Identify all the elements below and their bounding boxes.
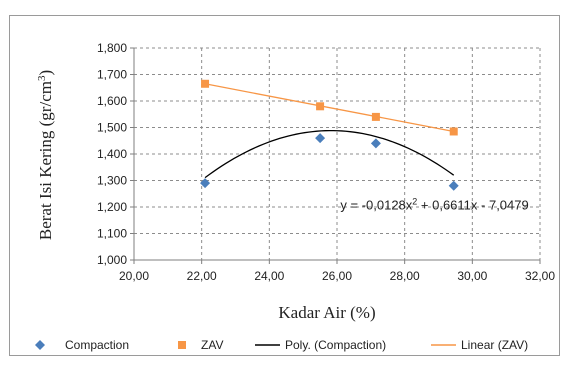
y-tick-label: 1,500	[97, 121, 127, 135]
legend-linear-label: Linear (ZAV)	[461, 338, 528, 352]
equation-part-1: y = -0,0128x	[340, 198, 412, 213]
zav-point	[372, 113, 380, 121]
y-tick-label: 1,400	[97, 147, 127, 161]
legend-zav-marker	[178, 341, 186, 349]
trendline-equation: y = -0,0128x2 + 0,6611x - 7,0479	[340, 197, 528, 213]
equation-part-2: + 0,6611x - 7,0479	[417, 198, 528, 213]
zav-point	[201, 80, 209, 88]
y-tick-label: 1,300	[97, 174, 127, 188]
legend-poly-label: Poly. (Compaction)	[285, 338, 386, 352]
legend-zav-label: ZAV	[201, 338, 223, 352]
y-tick-label: 1,200	[97, 200, 127, 214]
y-tick-label: 1,000	[97, 253, 127, 267]
y-tick-label: 1,100	[97, 227, 127, 241]
x-tick-label: 30,00	[457, 269, 487, 283]
x-tick-label: 22,00	[187, 269, 217, 283]
y-tick-label: 1,800	[97, 41, 127, 55]
y-axis-title-main: Berat Isi Kering (gr/cm	[36, 81, 55, 240]
y-tick-label: 1,700	[97, 68, 127, 82]
x-tick-label: 24,00	[254, 269, 284, 283]
x-tick-label: 28,00	[390, 269, 420, 283]
x-axis-title: Kadar Air (%)	[278, 303, 375, 322]
y-axis-title: Berat Isi Kering (gr/cm3)	[36, 70, 55, 240]
zav-point	[316, 102, 324, 110]
legend-compaction-label: Compaction	[65, 338, 129, 352]
x-tick-label: 20,00	[119, 269, 149, 283]
x-tick-label: 26,00	[322, 269, 352, 283]
y-tick-label: 1,600	[97, 94, 127, 108]
y-axis-title-close: )	[36, 70, 55, 76]
zav-point	[450, 127, 458, 135]
x-tick-label: 32,00	[525, 269, 555, 283]
